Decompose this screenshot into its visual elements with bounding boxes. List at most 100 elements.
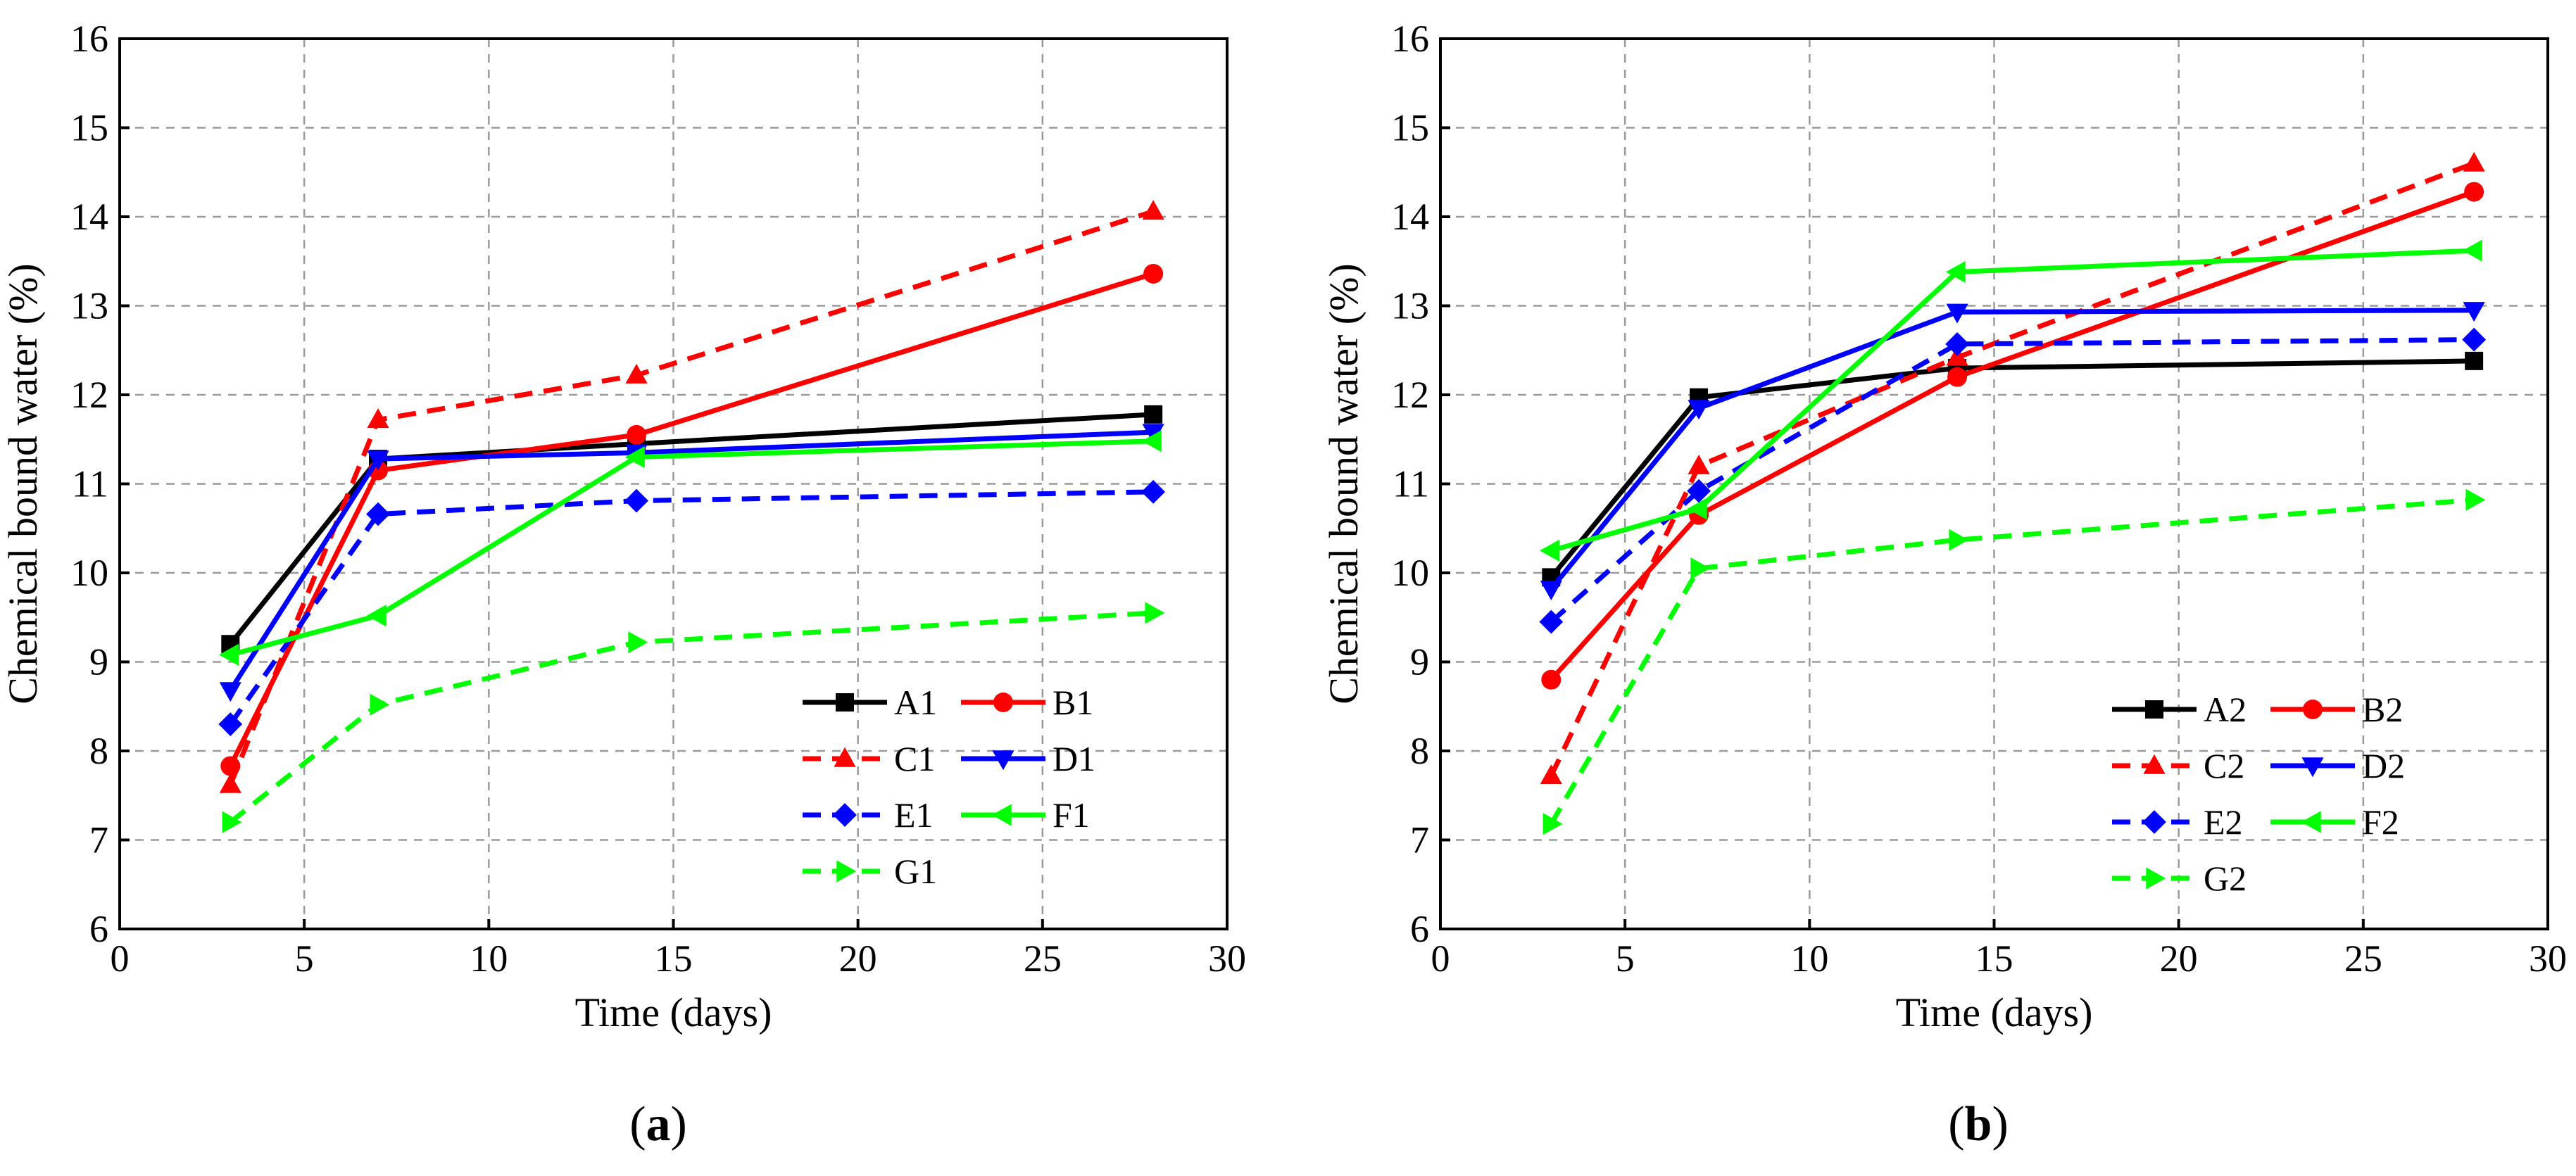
legend-marker-F1 bbox=[991, 804, 1012, 826]
panel-tag-a: (a) bbox=[629, 1097, 687, 1151]
legend-label-F2: F2 bbox=[2362, 802, 2399, 842]
data-point-E1 bbox=[366, 502, 390, 526]
x-tick-label: 20 bbox=[839, 937, 877, 980]
data-point-B2 bbox=[1947, 367, 1968, 387]
data-point-G2 bbox=[2465, 488, 2486, 511]
y-tick-label: 12 bbox=[70, 374, 108, 416]
legend-label-A2: A2 bbox=[2204, 690, 2247, 729]
data-point-F1 bbox=[624, 445, 645, 469]
legend: A2 B2 C2 D2 E2 F2 G2 bbox=[2112, 690, 2405, 898]
legend-label-E1: E1 bbox=[894, 795, 934, 835]
y-axis-label: Chemical bound water (%) bbox=[0, 263, 46, 704]
data-point-G1 bbox=[1145, 602, 1165, 624]
data-point-G1 bbox=[628, 631, 648, 654]
legend-marker-G1 bbox=[836, 860, 857, 883]
data-point-G1 bbox=[370, 693, 390, 716]
legend-label-D1: D1 bbox=[1053, 739, 1095, 778]
data-point-F2 bbox=[2462, 239, 2482, 262]
y-tick-label: 10 bbox=[70, 552, 108, 594]
y-tick-label: 10 bbox=[1391, 552, 1429, 594]
data-point-C2 bbox=[1688, 454, 1710, 474]
x-axis-label: Time (days) bbox=[1896, 990, 2093, 1035]
data-point-C1 bbox=[219, 773, 241, 793]
data-point-D1 bbox=[219, 682, 241, 702]
legend-label-E2: E2 bbox=[2204, 802, 2243, 842]
series-line-E2 bbox=[1549, 337, 2475, 624]
data-point-G2 bbox=[1949, 529, 1969, 551]
data-point-G2 bbox=[1690, 557, 1711, 580]
legend-label-F1: F1 bbox=[1053, 795, 1090, 835]
legend-label-B2: B2 bbox=[2362, 690, 2403, 729]
legend-marker-E1 bbox=[833, 803, 857, 827]
data-point-D2 bbox=[1946, 303, 1968, 324]
legend-marker-G2 bbox=[2146, 867, 2166, 890]
legend-marker-D2 bbox=[2301, 757, 2324, 778]
y-tick-label: 9 bbox=[1410, 641, 1429, 683]
y-tick-label: 11 bbox=[1393, 463, 1429, 505]
series-line-C1 bbox=[228, 209, 1155, 786]
legend-label-C1: C1 bbox=[894, 739, 935, 778]
data-point-E2 bbox=[1945, 331, 1969, 356]
data-point-E2 bbox=[1539, 609, 1564, 634]
legend-marker-B1 bbox=[993, 693, 1013, 712]
data-point-C1 bbox=[1142, 200, 1164, 220]
y-tick-label: 7 bbox=[1410, 819, 1429, 861]
series-line-E1 bbox=[228, 489, 1154, 726]
y-tick-label: 11 bbox=[72, 463, 108, 505]
data-point-F1 bbox=[1141, 430, 1162, 453]
data-point-D2 bbox=[2463, 302, 2485, 322]
series-line-G2 bbox=[1549, 497, 2475, 826]
panel-tag-b: (b) bbox=[1948, 1097, 2009, 1151]
y-tick-label: 12 bbox=[1391, 374, 1429, 416]
legend: A1 B1 C1 D1 E1 F1 G1 bbox=[803, 683, 1095, 891]
data-point-D2 bbox=[1688, 400, 1710, 420]
y-axis-label: Chemical bound water (%) bbox=[1321, 263, 1366, 704]
x-axis-label: Time (days) bbox=[575, 990, 772, 1035]
data-point-D1 bbox=[1142, 424, 1164, 444]
y-tick-label: 16 bbox=[70, 18, 108, 60]
legend-marker-A1 bbox=[836, 693, 854, 712]
y-tick-label: 14 bbox=[1391, 196, 1429, 238]
data-point-F1 bbox=[366, 605, 387, 627]
data-point-B1 bbox=[627, 424, 647, 445]
legend-marker-C1 bbox=[834, 747, 856, 767]
legend-label-A1: A1 bbox=[894, 683, 937, 722]
series-line-G1 bbox=[229, 610, 1154, 824]
y-tick-label: 15 bbox=[1391, 107, 1429, 149]
data-point-B2 bbox=[2464, 182, 2484, 202]
legend-label-C2: C2 bbox=[2204, 746, 2244, 785]
data-point-E2 bbox=[1687, 479, 1711, 503]
legend-label-G2: G2 bbox=[2204, 859, 2247, 898]
y-tick-label: 8 bbox=[89, 730, 108, 772]
legend-marker-A2 bbox=[2145, 700, 2163, 719]
legend-marker-F2 bbox=[2301, 811, 2321, 833]
data-point-F1 bbox=[219, 643, 239, 666]
data-point-B2 bbox=[1541, 669, 1562, 690]
series-line-F2 bbox=[1550, 248, 2475, 553]
data-point-F2 bbox=[1540, 539, 1559, 562]
x-tick-label: 25 bbox=[2344, 937, 2382, 980]
series-line-B1 bbox=[228, 271, 1155, 768]
data-point-G1 bbox=[222, 811, 242, 833]
x-tick-label: 25 bbox=[1024, 937, 1062, 980]
data-point-D1 bbox=[367, 450, 389, 471]
legend-marker-C2 bbox=[2143, 754, 2166, 774]
data-point-D2 bbox=[1540, 581, 1562, 601]
legend-label-G1: G1 bbox=[894, 852, 937, 891]
data-point-E1 bbox=[624, 488, 648, 513]
series-line-F1 bbox=[230, 438, 1154, 657]
y-tick-label: 6 bbox=[1410, 908, 1429, 950]
series-line-A2 bbox=[1549, 358, 2475, 579]
x-tick-label: 15 bbox=[655, 937, 693, 980]
y-tick-label: 16 bbox=[1391, 18, 1429, 60]
x-tick-label: 0 bbox=[111, 937, 130, 980]
x-tick-label: 30 bbox=[2529, 937, 2567, 980]
data-point-C1 bbox=[367, 408, 389, 429]
series-line-D1 bbox=[228, 429, 1154, 692]
legend-label-D2: D2 bbox=[2362, 746, 2405, 785]
series-line-B2 bbox=[1549, 189, 2475, 682]
data-point-A1 bbox=[1144, 405, 1163, 424]
y-tick-label: 13 bbox=[70, 285, 108, 327]
